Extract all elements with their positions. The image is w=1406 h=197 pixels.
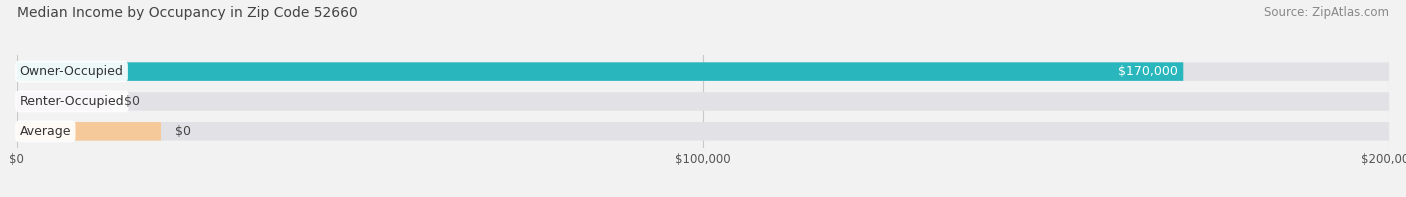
FancyBboxPatch shape	[17, 122, 160, 141]
Text: $0: $0	[124, 95, 141, 108]
FancyBboxPatch shape	[17, 122, 1389, 141]
Text: $0: $0	[174, 125, 191, 138]
Text: Owner-Occupied: Owner-Occupied	[20, 65, 124, 78]
Text: Median Income by Occupancy in Zip Code 52660: Median Income by Occupancy in Zip Code 5…	[17, 6, 357, 20]
FancyBboxPatch shape	[17, 92, 1389, 111]
FancyBboxPatch shape	[17, 62, 1389, 81]
FancyBboxPatch shape	[17, 62, 1184, 81]
Text: Renter-Occupied: Renter-Occupied	[20, 95, 124, 108]
Text: Average: Average	[20, 125, 72, 138]
Text: $170,000: $170,000	[1118, 65, 1178, 78]
FancyBboxPatch shape	[17, 92, 110, 111]
Text: Source: ZipAtlas.com: Source: ZipAtlas.com	[1264, 6, 1389, 19]
